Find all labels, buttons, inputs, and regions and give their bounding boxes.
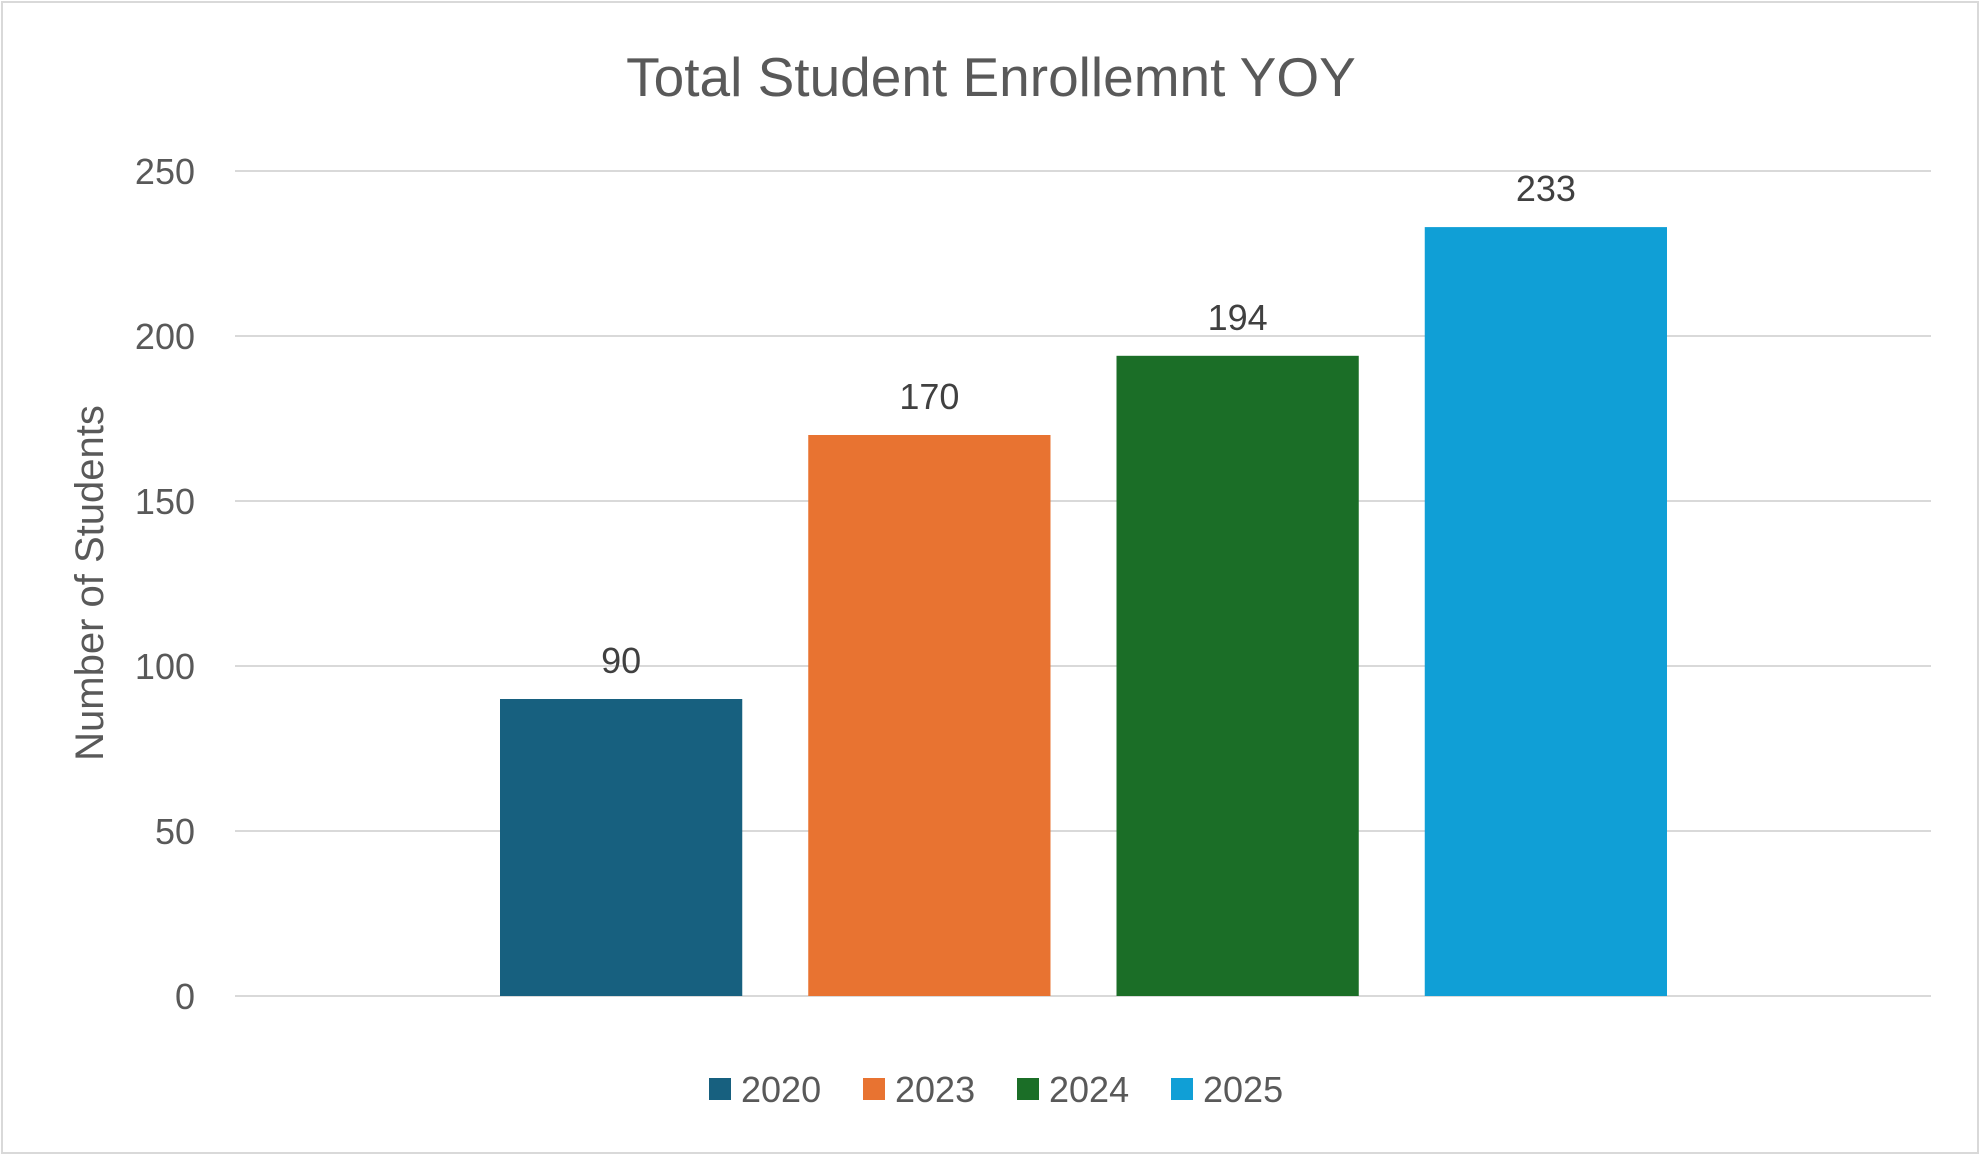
y-axis-title: Number of Students xyxy=(68,405,112,761)
data-label-2024: 194 xyxy=(1208,297,1268,338)
y-tick-label: 100 xyxy=(135,646,195,687)
y-tick-label: 150 xyxy=(135,481,195,522)
legend-swatch-2020 xyxy=(709,1078,731,1100)
legend-swatch-2023 xyxy=(863,1078,885,1100)
bar-2023 xyxy=(808,435,1051,996)
legend-label-2024: 2024 xyxy=(1049,1069,1129,1110)
bar-chart: Total Student Enrollemnt YOY 0 50 100 150 20… xyxy=(68,46,1931,1110)
chart-title: Total Student Enrollemnt YOY xyxy=(626,46,1356,108)
data-labels: 90 170 194 233 xyxy=(601,168,1576,681)
y-tick-label: 50 xyxy=(155,811,195,852)
data-label-2023: 170 xyxy=(899,376,959,417)
y-tick-label: 0 xyxy=(175,976,195,1017)
bar-2025 xyxy=(1424,227,1667,997)
gridlines xyxy=(235,170,1931,997)
legend-label-2025: 2025 xyxy=(1203,1069,1283,1110)
legend-label-2023: 2023 xyxy=(895,1069,975,1110)
bars xyxy=(500,227,1667,997)
legend-label-2020: 2020 xyxy=(741,1069,821,1110)
legend: 2020 2023 2024 2025 xyxy=(709,1069,1283,1110)
legend-swatch-2025 xyxy=(1171,1078,1193,1100)
y-tick-label: 200 xyxy=(135,316,195,357)
bar-2024 xyxy=(1116,355,1359,996)
bar-2020 xyxy=(500,699,743,996)
y-tick-label: 250 xyxy=(135,151,195,192)
data-label-2025: 233 xyxy=(1516,168,1576,209)
data-label-2020: 90 xyxy=(601,640,641,681)
legend-swatch-2024 xyxy=(1017,1078,1039,1100)
y-axis-ticks: 0 50 100 150 200 250 xyxy=(135,151,195,1017)
